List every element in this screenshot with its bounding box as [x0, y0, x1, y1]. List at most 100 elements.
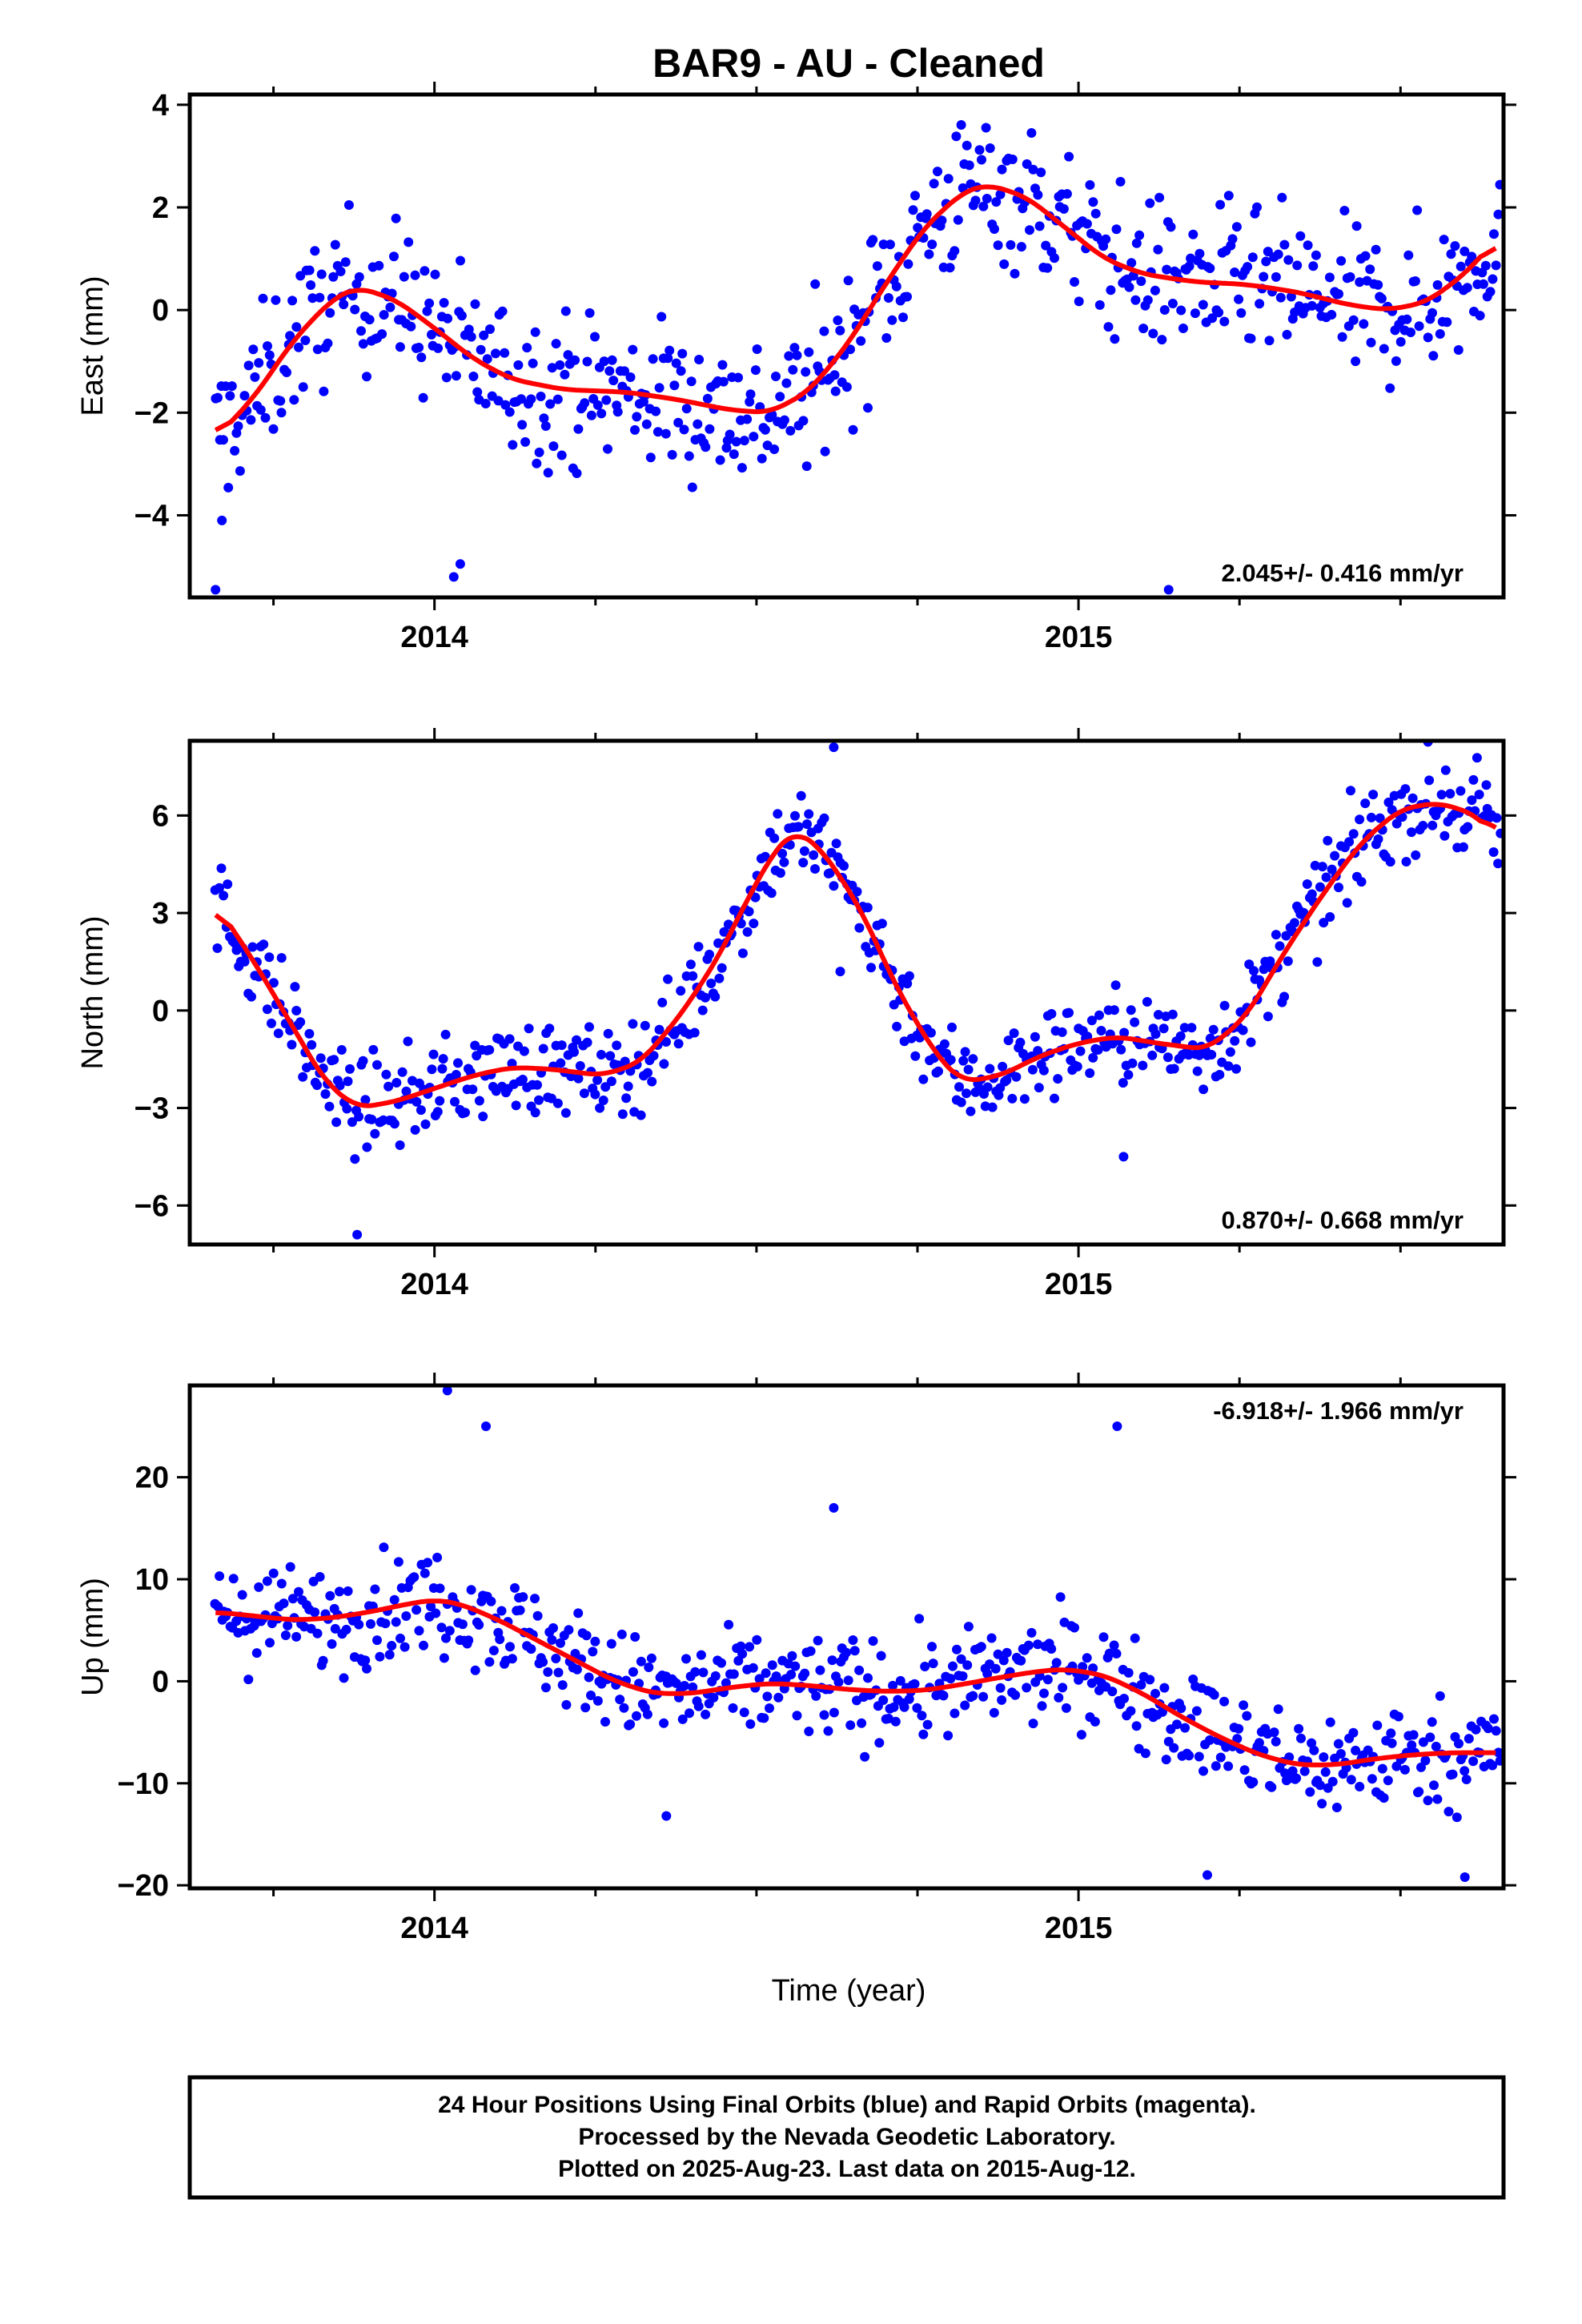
data-point [985, 143, 995, 153]
data-point [420, 1568, 430, 1578]
data-point [470, 1665, 480, 1675]
data-point [829, 370, 840, 380]
data-point [1287, 1766, 1298, 1776]
data-point [366, 1618, 375, 1629]
data-point [1096, 1026, 1106, 1035]
data-point [1323, 835, 1333, 846]
data-point [912, 1703, 922, 1713]
data-point [592, 1695, 603, 1706]
data-point [267, 1018, 276, 1028]
north-y-axis-label: North (mm) [76, 915, 110, 1069]
data-point [690, 1667, 701, 1677]
data-point [1178, 324, 1188, 333]
data-point [1488, 847, 1499, 857]
data-point [412, 1605, 422, 1615]
data-point [435, 1583, 445, 1594]
data-point [544, 1023, 555, 1034]
data-point [595, 1103, 605, 1113]
up-y-axis-label: Up (mm) [76, 1578, 110, 1696]
data-point [943, 1731, 954, 1741]
data-point [453, 1058, 463, 1068]
data-point [235, 466, 245, 476]
x-axis-label: Time (year) [772, 1974, 926, 2008]
data-point [1401, 857, 1411, 866]
data-point [1491, 260, 1501, 271]
data-point [1190, 308, 1200, 319]
data-point [511, 1100, 521, 1111]
data-point [987, 1102, 998, 1112]
data-point [725, 429, 735, 440]
data-point [572, 468, 582, 478]
data-point [1025, 225, 1034, 235]
data-point [748, 1663, 758, 1673]
data-point [497, 306, 508, 316]
data-point [1485, 287, 1496, 297]
data-point [687, 482, 697, 493]
data-point [677, 1714, 688, 1724]
data-point [829, 881, 839, 891]
data-point [1116, 1044, 1126, 1055]
data-point [298, 1072, 308, 1082]
data-point [1246, 1037, 1256, 1047]
data-point [608, 376, 619, 386]
data-point [1027, 1064, 1038, 1075]
data-point [877, 919, 887, 929]
data-point [960, 1700, 970, 1711]
data-point [362, 372, 371, 382]
data-point [592, 1075, 603, 1085]
data-point [891, 281, 901, 292]
data-point [1003, 1035, 1014, 1046]
data-point [968, 1691, 978, 1701]
data-point [889, 1702, 899, 1712]
data-point [556, 1058, 566, 1068]
data-point [339, 300, 349, 310]
data-point [1051, 1658, 1062, 1668]
data-point [598, 1096, 608, 1105]
data-point [1271, 1736, 1281, 1747]
data-point [976, 1642, 986, 1652]
data-point [399, 271, 409, 282]
data-point [640, 1020, 650, 1031]
data-point [543, 1667, 553, 1677]
data-point [431, 1608, 441, 1618]
data-point [881, 333, 892, 343]
data-point [504, 1034, 515, 1044]
data-point [922, 1719, 933, 1730]
data-point [536, 392, 546, 401]
data-point [1324, 272, 1335, 283]
data-point [956, 120, 966, 130]
data-point [315, 292, 325, 303]
data-point [1420, 1755, 1431, 1766]
data-point [251, 1648, 262, 1659]
y-tick-label: 0 [152, 1665, 169, 1699]
data-point [625, 1719, 636, 1730]
data-point [956, 1654, 966, 1664]
data-point [868, 1636, 878, 1647]
data-point [325, 308, 335, 318]
data-point [310, 1607, 320, 1618]
data-point [705, 424, 715, 434]
data-point [582, 1037, 592, 1047]
data-point [917, 1711, 927, 1721]
data-point [547, 363, 557, 373]
data-point [1283, 255, 1294, 265]
data-point [685, 959, 696, 970]
data-point [757, 453, 767, 464]
data-point [1321, 872, 1331, 883]
data-point [569, 1047, 579, 1057]
data-point [420, 1119, 431, 1129]
x-tick-label: 2014 [400, 1268, 468, 1301]
data-point [848, 424, 858, 435]
data-point [963, 1622, 974, 1632]
data-point [532, 1610, 543, 1621]
data-point [1292, 260, 1303, 271]
data-point [899, 1702, 909, 1712]
data-point [866, 963, 876, 973]
data-point [1456, 786, 1466, 796]
data-point [872, 261, 882, 271]
data-point [307, 293, 318, 304]
data-point [717, 360, 728, 370]
data-point [545, 399, 556, 409]
data-point [1230, 267, 1240, 277]
data-point [439, 1653, 449, 1663]
